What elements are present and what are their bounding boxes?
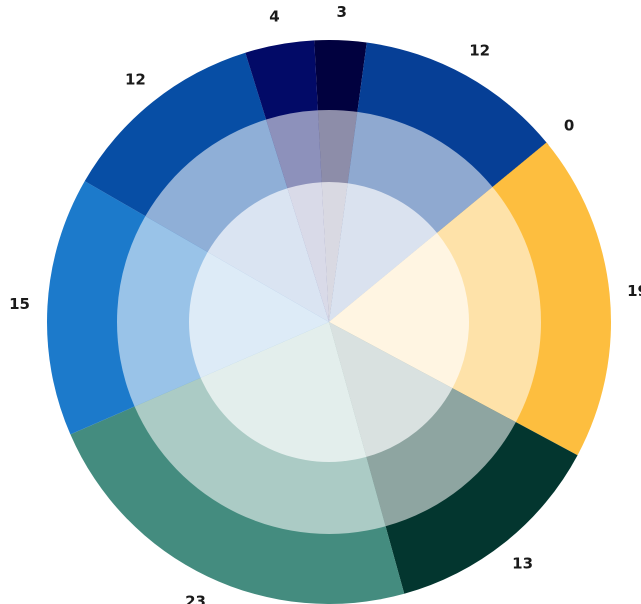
slice-label-3: 19 [627,282,641,300]
slice-label-6: 15 [9,295,30,313]
inner-slice-5 [200,322,367,462]
inner-slice-0 [321,181,348,322]
slice-label-7: 12 [125,70,146,88]
slice-label-8: 4 [269,7,279,25]
slice-label-0: 3 [336,3,346,21]
slice-label-5: 23 [185,592,206,604]
slice-label-4: 13 [512,555,533,573]
slices [47,40,612,604]
inner-slice-8 [287,182,329,322]
slice-label-1: 12 [469,42,490,60]
inner-slice-4 [329,322,453,457]
slice-label-2: 0 [564,116,574,134]
slice-labels: 3 12 0 19 13 23 15 12 4 [9,3,641,604]
inner-slice-6 [189,252,329,378]
inner-slice-3 [329,232,470,389]
inner-slice-1 [329,183,437,322]
inner-slice-7 [207,188,329,322]
